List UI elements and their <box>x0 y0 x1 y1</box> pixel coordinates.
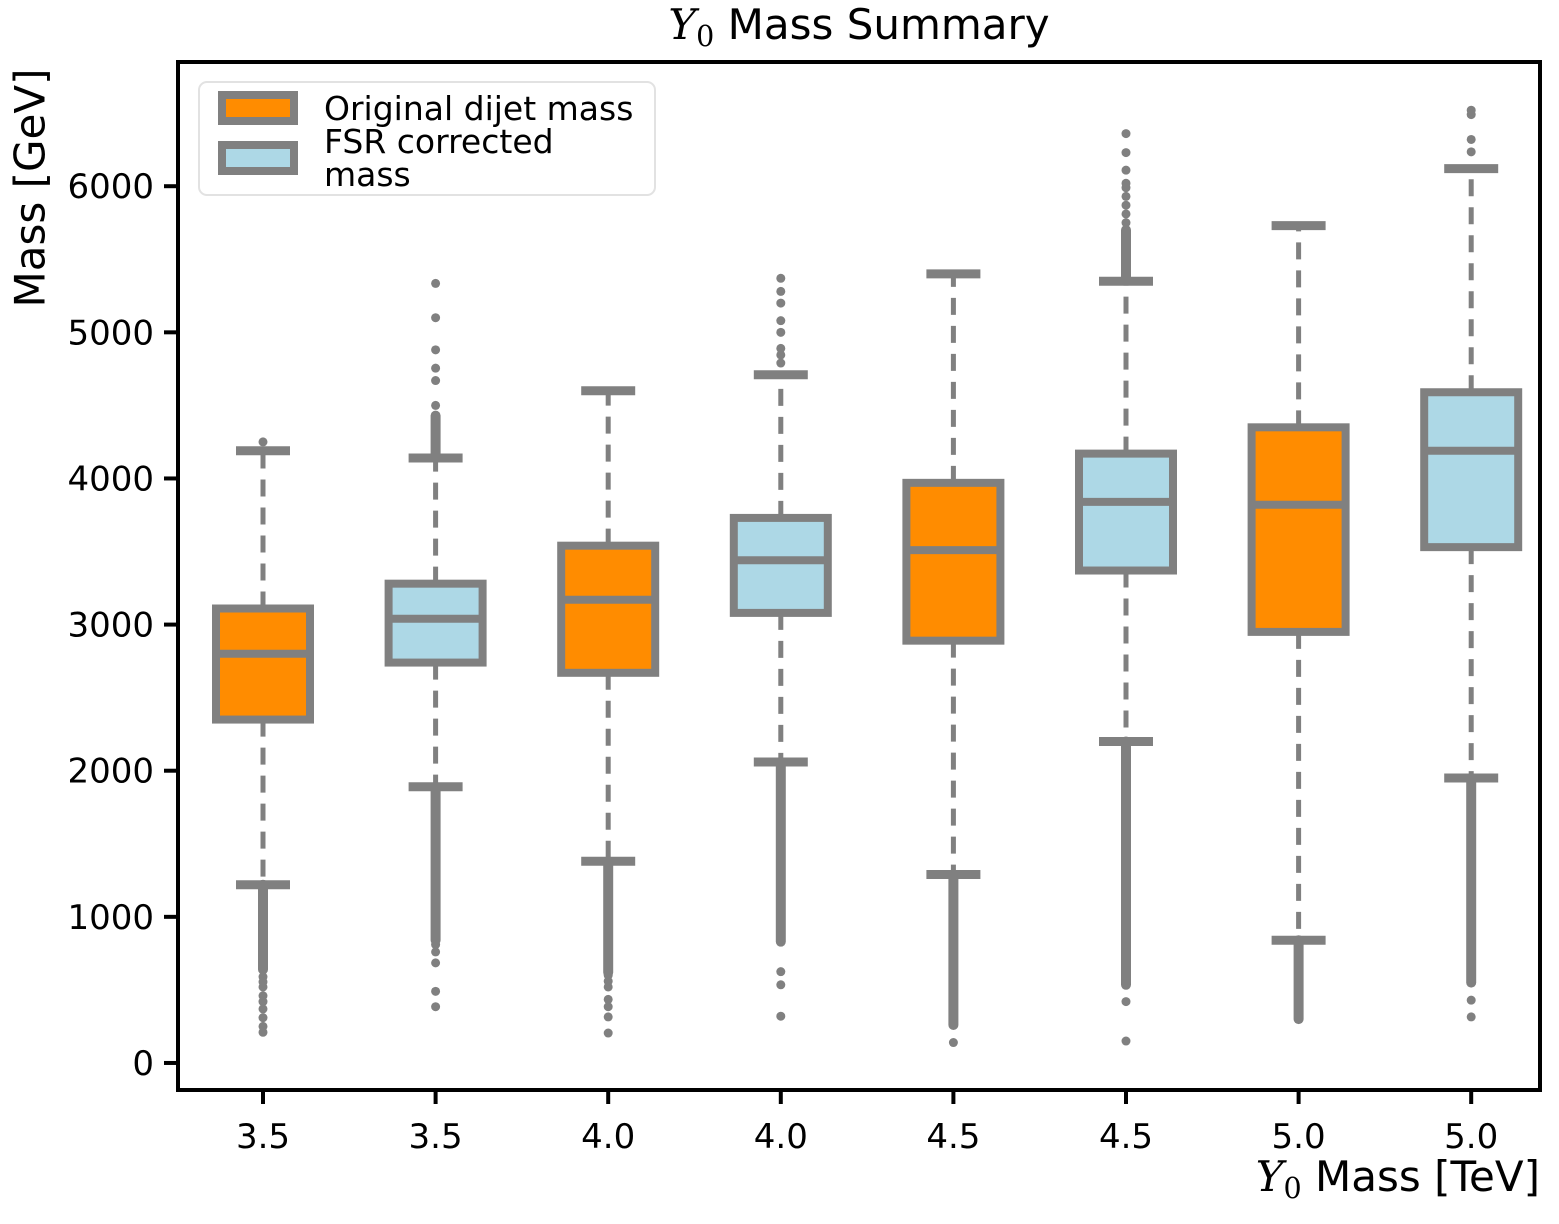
outlier-dot <box>776 358 786 368</box>
outlier-dot <box>603 1002 613 1012</box>
outlier-dot <box>776 350 786 360</box>
outlier-dot <box>1466 147 1476 157</box>
outlier-dot <box>1466 1012 1476 1022</box>
y-tick-label: 4000 <box>67 459 154 499</box>
outlier-dot <box>1466 105 1476 115</box>
outlier-dot <box>776 286 786 296</box>
x-axis-label-variable: Y <box>1255 1152 1284 1201</box>
outlier-dot <box>776 980 786 990</box>
y-tick-label: 1000 <box>67 898 154 938</box>
x-tick-label: 4.5 <box>1099 1117 1153 1157</box>
legend-swatch-orange <box>218 91 298 125</box>
x-axis-label-text: Mass [TeV] <box>1301 1152 1540 1201</box>
outlier-dot <box>1121 129 1131 139</box>
outlier-dot <box>258 982 268 992</box>
outlier-dot <box>1121 1036 1131 1046</box>
chart-title: Y0 Mass Summary <box>178 0 1540 53</box>
outlier-dot <box>258 437 268 447</box>
outlier-dot <box>431 313 441 323</box>
outlier-dot <box>776 343 786 353</box>
outlier-dot <box>1121 200 1131 210</box>
legend-label-original: Original dijet mass <box>324 88 634 128</box>
box-body-fsr-4.0 <box>729 513 832 617</box>
plot-frame <box>176 60 1542 1092</box>
outlier-dot <box>258 1004 268 1014</box>
x-tick-label: 4.5 <box>926 1117 980 1157</box>
outlier-dot <box>603 1012 613 1022</box>
chart-title-subscript: 0 <box>696 19 715 54</box>
x-axis-label: Y0 Mass [TeV] <box>1256 1152 1540 1205</box>
legend: Original dijet mass FSR corrected mass <box>198 81 656 196</box>
outlier-dot <box>431 1002 441 1012</box>
y-tick-label: 2000 <box>67 752 154 792</box>
outlier-dot <box>776 298 786 308</box>
outlier-dot <box>776 967 786 977</box>
outlier-dot <box>431 363 441 373</box>
box-body-fsr-4.5 <box>1075 449 1177 575</box>
outlier-dot <box>776 327 786 337</box>
x-axis-label-subscript: 0 <box>1283 1171 1302 1206</box>
outlier-dot <box>258 1013 268 1023</box>
outlier-dot <box>1121 218 1131 228</box>
outlier-dot <box>1121 148 1131 158</box>
outlier-dot <box>776 1011 786 1021</box>
legend-entry-fsr: FSR corrected mass <box>218 125 636 191</box>
x-tick-label: 4.0 <box>754 1117 808 1157</box>
y-axis-label: Mass [GeV] <box>5 68 55 308</box>
y-tick-label: 3000 <box>67 606 154 646</box>
y-tick-label: 5000 <box>67 313 154 353</box>
legend-label-fsr: FSR corrected mass <box>324 122 554 194</box>
outlier-dot <box>1121 165 1131 175</box>
outlier-dot <box>431 278 441 288</box>
box-body-original-5.0 <box>1247 423 1350 636</box>
outlier-dot <box>1466 134 1476 144</box>
outlier-dot <box>948 1038 958 1048</box>
box-body-fsr-5.0 <box>1420 388 1523 552</box>
box-body-fsr-3.5 <box>384 579 487 667</box>
outlier-dot <box>1466 995 1476 1005</box>
outlier-dot <box>1121 178 1131 188</box>
x-tick-label: 3.5 <box>409 1117 463 1157</box>
outlier-dot <box>431 958 441 968</box>
outlier-dot <box>431 345 441 355</box>
chart-title-text: Mass Summary <box>714 0 1050 49</box>
outlier-dot <box>776 273 786 283</box>
outlier-dot <box>431 940 441 950</box>
x-tick-label: 4.0 <box>581 1117 635 1157</box>
x-tick-label: 5.0 <box>1444 1117 1498 1157</box>
legend-entry-original: Original dijet mass <box>218 91 636 125</box>
outlier-dot <box>1121 191 1131 201</box>
chart-title-variable: Y <box>668 0 697 49</box>
outlier-dot <box>776 316 786 326</box>
box-body-original-4.5 <box>902 478 1005 645</box>
outlier-dot <box>258 1027 268 1037</box>
outlier-dot <box>258 997 268 1007</box>
y-tick-label: 6000 <box>67 167 154 207</box>
box-body-original-4.0 <box>557 541 660 677</box>
outlier-dot <box>1121 997 1131 1007</box>
outlier-dot <box>603 1028 613 1038</box>
outlier-dot <box>431 986 441 996</box>
box-body-original-3.5 <box>212 604 314 724</box>
legend-swatch-blue <box>218 141 298 175</box>
outlier-dot <box>603 982 613 992</box>
x-tick-label: 5.0 <box>1272 1117 1326 1157</box>
outlier-dot <box>431 400 441 410</box>
outlier-dot <box>431 947 441 957</box>
outlier-dot <box>431 376 441 386</box>
outlier-dot <box>1121 209 1131 219</box>
outlier-dot <box>603 994 613 1004</box>
y-tick-label: 0 <box>132 1044 154 1084</box>
x-tick-label: 3.5 <box>236 1117 290 1157</box>
